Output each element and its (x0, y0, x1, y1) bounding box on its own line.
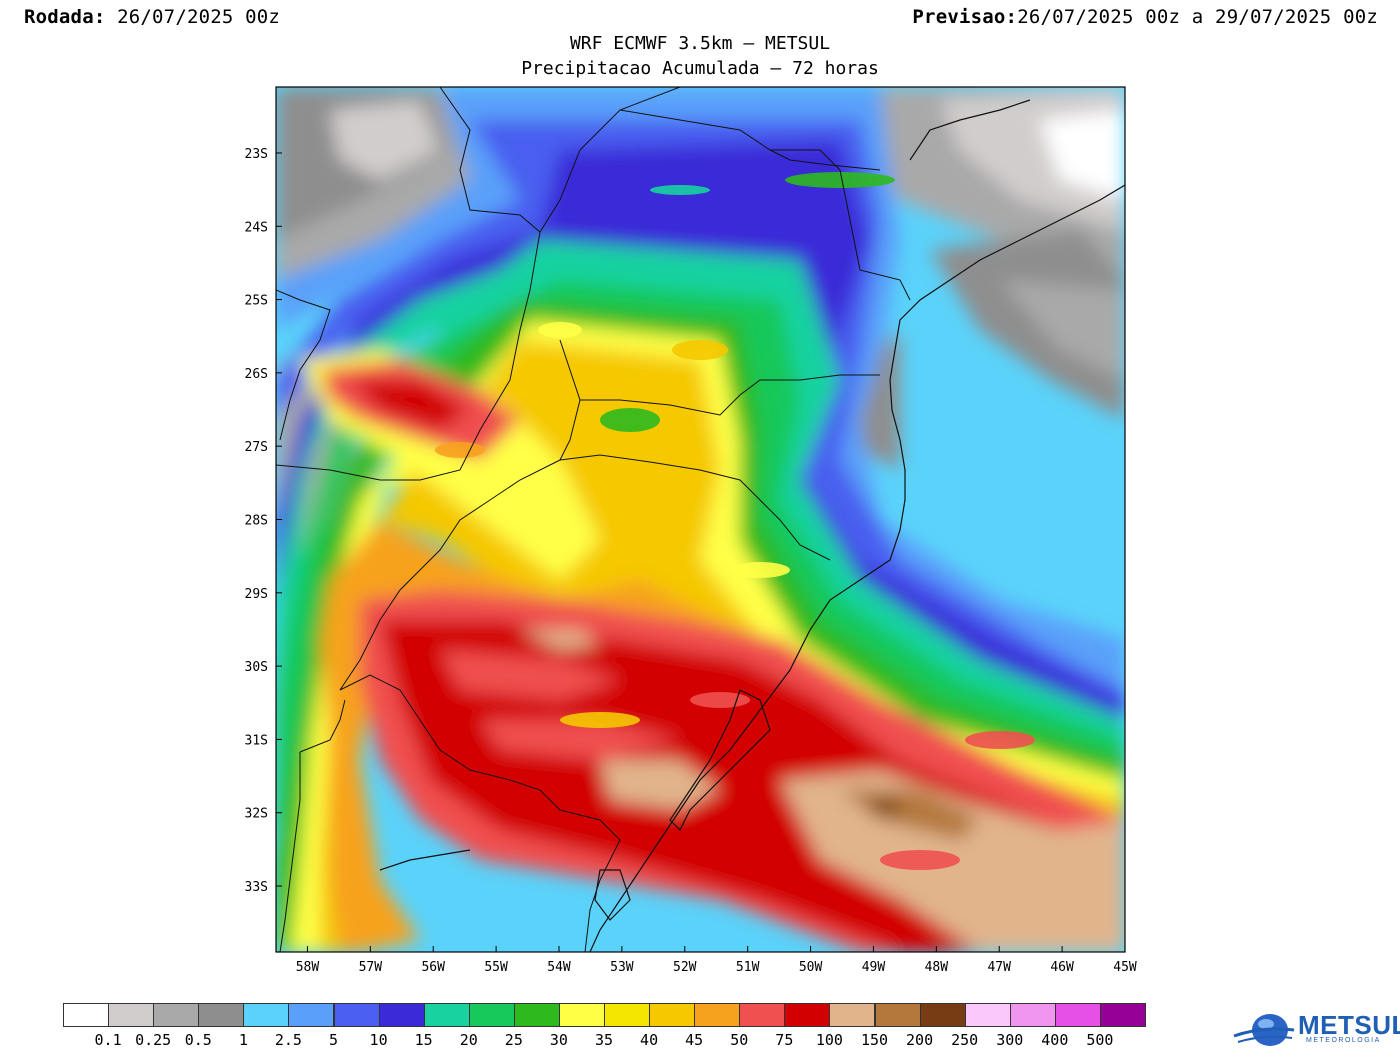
lat-label: 24S (245, 220, 268, 235)
colorbar-swatch (513, 1003, 560, 1027)
colorbar-label: 40 (640, 1031, 659, 1049)
colorbar-swatch (874, 1003, 921, 1027)
colorbar-swatch (468, 1003, 515, 1027)
colorbar-label: 200 (906, 1031, 934, 1049)
colorbar-label: 2.5 (274, 1031, 302, 1049)
lat-label: 33S (245, 880, 268, 895)
lat-label: 28S (245, 514, 268, 529)
colorbar-label: 250 (951, 1031, 979, 1049)
political-borders (276, 87, 911, 952)
colorbar-label: 35 (594, 1031, 614, 1049)
precip-field (276, 87, 1125, 952)
lon-label: 57W (359, 960, 383, 975)
colorbar-label: 20 (459, 1031, 478, 1049)
colorbar-label: 75 (775, 1031, 794, 1049)
lat-label: 27S (245, 440, 268, 455)
colorbar-label: 45 (685, 1031, 704, 1049)
colorbar-swatch (604, 1003, 651, 1027)
colorbar-label: 5 (328, 1031, 339, 1049)
latitude-axis: 23S 24S 25S 26S 27S 28S 29S 30S 31S 32S 33S (245, 147, 282, 895)
colorbar-swatch (1099, 1003, 1146, 1027)
colorbar-label: 0.5 (184, 1031, 212, 1049)
colorbar-swatch (964, 1003, 1011, 1027)
lat-label: 30S (245, 660, 268, 675)
lon-label: 55W (484, 960, 508, 975)
colorbar-label: 50 (730, 1031, 749, 1049)
colorbar-swatch (333, 1003, 380, 1027)
colorbar-swatch (1054, 1003, 1101, 1027)
lon-label: 49W (862, 960, 886, 975)
colorbar-label: 100 (815, 1031, 843, 1049)
colorbar-swatch (919, 1003, 966, 1027)
colorbar-label: 25 (504, 1031, 523, 1049)
forecast-value: 26/07/2025 00z a 29/07/2025 00z (1017, 6, 1378, 28)
colorbar-label: 400 (1041, 1031, 1069, 1049)
colorbar-label: 1 (238, 1031, 248, 1049)
colorbar-swatch (423, 1003, 470, 1027)
colorbar-swatch (558, 1003, 605, 1027)
lon-label: 52W (673, 960, 697, 975)
colorbar-swatch (649, 1003, 696, 1027)
coastline (379, 99, 1125, 952)
lon-label: 46W (1050, 960, 1074, 975)
colorbar-label: 0.25 (135, 1031, 172, 1049)
lon-label: 51W (736, 960, 760, 975)
globe-icon (1233, 1014, 1295, 1046)
colorbar-swatch (288, 1003, 335, 1027)
colorbar-swatch (829, 1003, 876, 1027)
colorbar-swatch (243, 1003, 290, 1027)
map-subtitle: Precipitacao Acumulada – 72 horas (521, 58, 879, 79)
precipitation-map: 23S 24S 25S 26S 27S 28S 29S 30S 31S 32S 33S 58W 57W… (245, 86, 1137, 975)
run-value: 26/07/2025 00z (117, 6, 281, 28)
run-label: Rodada: (24, 6, 106, 28)
run-date: Rodada: 26/07/2025 00z (24, 6, 280, 28)
colorbar-swatch (198, 1003, 245, 1027)
colorbar-swatch (378, 1003, 425, 1027)
colorbar-label: 30 (549, 1031, 568, 1049)
lon-label: 56W (421, 960, 445, 975)
lat-label: 23S (245, 147, 268, 162)
colorbar-swatch (63, 1003, 110, 1027)
colorbar-label: 150 (860, 1031, 889, 1049)
colorbar-label: 15 (414, 1031, 433, 1049)
lon-label: 53W (610, 960, 634, 975)
lon-label: 47W (987, 960, 1011, 975)
colorbar-swatch (784, 1003, 831, 1027)
colorbar-label: 10 (369, 1031, 388, 1049)
longitude-axis: 58W 57W 56W 55W 54W 53W 52W 51W 50W 49W 48W 47W 46W 4… (296, 946, 1137, 975)
lat-label: 25S (245, 294, 268, 309)
lat-label: 26S (245, 367, 268, 382)
colorbar-label: 0.1 (94, 1031, 122, 1049)
lat-label: 32S (245, 807, 268, 822)
colorbar-swatch (153, 1003, 200, 1027)
lat-label: 31S (245, 733, 268, 748)
lon-label: 50W (799, 960, 823, 975)
colorbar-swatch (1009, 1003, 1056, 1027)
colorbar-label: 300 (996, 1031, 1024, 1049)
lon-label: 54W (547, 960, 571, 975)
lon-label: 48W (925, 960, 949, 975)
colorbar-label: 500 (1086, 1031, 1114, 1049)
lon-label: 58W (296, 960, 320, 975)
metsul-logo: METSUL METEOROLOGIA (1232, 1006, 1400, 1052)
colorbar-swatch (739, 1003, 786, 1027)
logo-text: METSUL (1298, 1010, 1400, 1040)
lat-label: 29S (245, 587, 268, 602)
map-title: WRF ECMWF 3.5km – METSUL (569, 33, 831, 54)
colorbar-swatch (108, 1003, 155, 1027)
forecast-label: Previsao: (912, 6, 1018, 28)
colorbar-swatch (694, 1003, 741, 1027)
lon-label: 45W (1113, 960, 1137, 975)
forecast-period: Previsao:26/07/2025 00z a 29/07/2025 00z (912, 6, 1378, 28)
logo-subtext: METEOROLOGIA (1306, 1037, 1381, 1044)
